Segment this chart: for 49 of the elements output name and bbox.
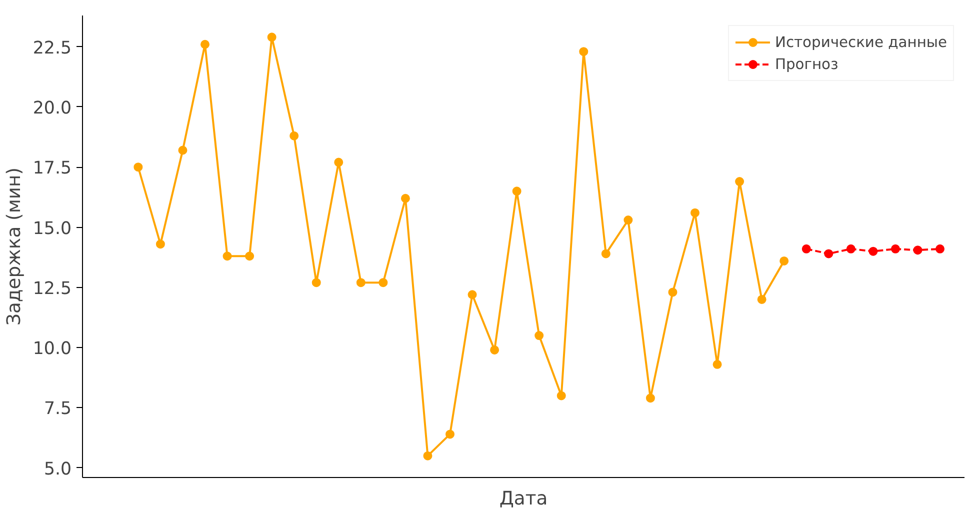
legend-label: Прогноз — [774, 56, 838, 72]
point — [534, 331, 544, 340]
point — [757, 294, 766, 304]
legend-label: Исторические данные — [774, 34, 947, 50]
y-axis-title: Задержка (мин) — [4, 167, 25, 326]
point — [712, 360, 722, 369]
point — [468, 290, 477, 300]
y-tick-label: 22.5 — [32, 38, 72, 58]
point — [824, 249, 834, 258]
point — [334, 158, 344, 167]
point — [913, 246, 922, 255]
y-tick-label: 10.0 — [32, 339, 72, 360]
point — [356, 278, 366, 288]
point — [222, 252, 232, 261]
point — [668, 288, 678, 297]
point — [200, 40, 210, 49]
point — [690, 208, 700, 218]
y-tick-label: 20.0 — [32, 98, 72, 118]
y-tick-label: 5.0 — [44, 459, 72, 480]
point — [646, 394, 655, 403]
y-tick-label: 12.5 — [32, 278, 72, 299]
point — [936, 244, 944, 254]
point — [802, 244, 811, 254]
point — [378, 278, 388, 288]
point — [512, 186, 522, 196]
point — [312, 278, 321, 288]
y-tick-label: 17.5 — [32, 158, 72, 179]
point — [446, 430, 454, 439]
point — [156, 240, 165, 249]
y-tick-label: 15.0 — [32, 218, 72, 239]
point — [868, 246, 878, 256]
point — [134, 162, 143, 172]
x-axis-title: Дата — [499, 488, 548, 510]
y-tick-label: 7.5 — [44, 399, 72, 420]
point — [890, 244, 900, 254]
point — [290, 131, 299, 140]
point — [579, 47, 588, 56]
point — [490, 345, 500, 354]
point — [245, 252, 254, 261]
point — [735, 177, 744, 186]
point — [624, 216, 633, 225]
point — [846, 244, 856, 254]
point — [780, 256, 789, 266]
point — [601, 249, 610, 258]
point — [556, 391, 566, 400]
point — [178, 146, 188, 155]
point — [400, 194, 410, 203]
point — [423, 451, 432, 460]
point — [267, 32, 276, 42]
